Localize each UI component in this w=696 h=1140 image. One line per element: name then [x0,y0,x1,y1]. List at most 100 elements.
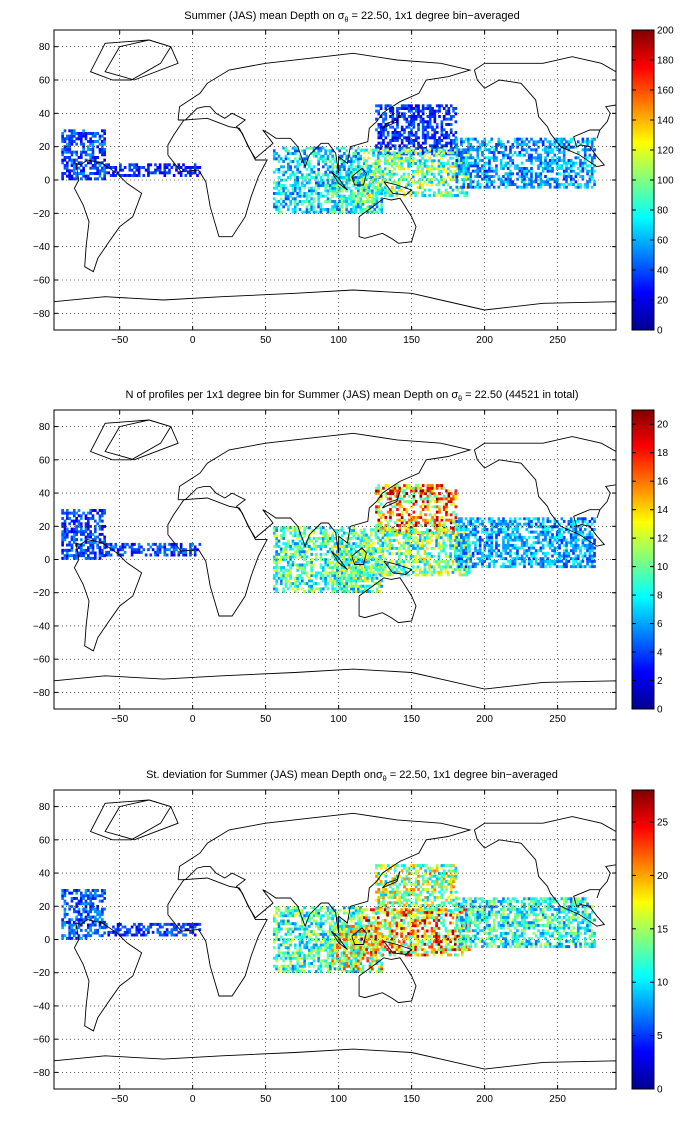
heatmap-cell [588,164,592,168]
heatmap-cell [527,519,531,523]
heatmap-cell [389,518,392,522]
heatmap-cell [193,553,197,557]
heatmap-cell [455,559,459,563]
heatmap-cell [410,526,413,530]
heatmap-cell [532,143,536,146]
x-tick-label: 50 [260,335,272,346]
heatmap-cell [345,208,348,211]
heatmap-cell [544,530,547,534]
heatmap-cell [572,137,575,141]
heatmap-cell [375,200,379,203]
heatmap-cell [272,555,276,559]
heatmap-cell [393,162,396,165]
heatmap-cell [352,590,356,594]
heatmap-cell [322,208,325,211]
heatmap-cell [317,205,320,209]
heatmap-cell [444,528,448,532]
heatmap-cell [333,582,337,586]
heatmap-cell [354,210,358,214]
heatmap-cell [565,164,568,168]
heatmap-cell [581,161,585,165]
heatmap-cell [562,159,566,162]
heatmap-cell [135,168,139,172]
heatmap-cell [307,560,311,564]
heatmap-cell [431,492,434,496]
heatmap-cell [65,554,69,558]
heatmap-cell [541,527,545,531]
x-tick-label: 200 [476,335,493,346]
heatmap-cell [359,200,363,203]
heatmap-cell [390,170,394,173]
heatmap-cell [553,562,557,566]
heatmap-cell [284,579,288,583]
heatmap-cell [61,509,64,512]
heatmap-cell [502,153,505,157]
heatmap-cell [509,156,512,160]
heatmap-cell [458,560,462,564]
heatmap-cell [525,137,529,141]
heatmap-cell [407,172,410,176]
heatmap-cell [539,522,543,526]
heatmap-region-1 [105,163,202,177]
heatmap-cell [455,145,459,149]
heatmap-cell [509,148,512,152]
heatmap-cell [398,518,402,522]
heatmap-cell [375,492,378,496]
heatmap-cell [433,492,437,496]
coastline [331,171,348,191]
heatmap-cell [303,552,306,556]
heatmap-cell [382,486,385,490]
heatmap-cell [331,568,334,572]
heatmap-cell [520,557,524,561]
heatmap-cell [361,584,365,588]
heatmap-cell [352,160,356,163]
heatmap-cell [400,156,403,160]
heatmap-cell [86,140,90,143]
heatmap-cell [284,576,288,580]
heatmap-cell [305,571,309,575]
heatmap-cell [310,197,313,201]
heatmap-cell [499,151,503,154]
heatmap-cell [409,536,413,540]
heatmap-cell [345,149,348,153]
heatmap-cell [453,172,457,176]
heatmap-cell [414,117,418,121]
heatmap-cell [483,559,487,563]
heatmap-cell [386,530,389,534]
heatmap-cell [369,533,373,537]
heatmap-cell [412,489,416,493]
heatmap-cell [343,550,346,554]
heatmap-cell [307,590,311,594]
heatmap-cell [428,565,431,569]
heatmap-cell [446,536,450,540]
heatmap-cell [340,587,344,591]
heatmap-cell [428,178,431,181]
heatmap-cell [350,536,353,540]
heatmap-cell [376,549,380,553]
heatmap-cell [516,153,519,157]
heatmap-cell [423,573,427,577]
heatmap-cell [509,517,512,521]
heatmap-cell [362,528,366,532]
heatmap-cell [326,558,330,562]
heatmap-cell [504,145,508,149]
heatmap-cell [428,148,431,152]
heatmap-cell [532,557,536,561]
heatmap-cell [553,159,557,162]
heatmap-cell [79,161,83,165]
heatmap-cell [393,486,397,490]
heatmap-cell [481,551,484,555]
heatmap-cell [455,140,459,144]
heatmap-cell [458,186,462,189]
heatmap-cell [135,550,139,554]
heatmap-cell [279,555,283,559]
heatmap-cell [336,582,339,586]
heatmap-cell [357,194,360,198]
heatmap-cell [310,539,313,543]
heatmap-cell [324,152,327,155]
heatmap-cell [336,192,339,195]
heatmap-cell [583,159,587,162]
heatmap-cell [324,576,327,580]
heatmap-cell [488,549,491,553]
heatmap-cell [414,162,417,165]
